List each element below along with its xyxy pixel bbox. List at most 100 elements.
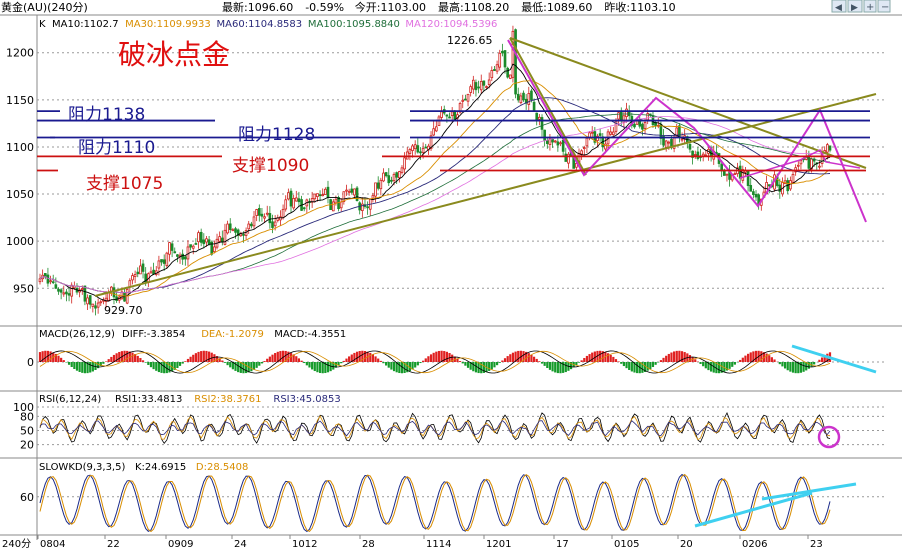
candle-body: [144, 273, 148, 283]
candle-body: [43, 273, 47, 277]
quote-item: 最高:1108.20: [438, 0, 509, 14]
macd-label: MACD(26,12,9): [39, 329, 115, 340]
candle-body: [617, 112, 620, 120]
candle-body: [662, 136, 665, 146]
candle-body: [189, 244, 192, 248]
kd-legend: K:24.6915 D:28.5408: [135, 462, 248, 473]
y-tick-label: 0: [27, 356, 34, 369]
candle-body: [110, 286, 113, 292]
candle-body: [318, 194, 322, 197]
candle-body: [183, 256, 187, 260]
y-tick-label: 80: [20, 410, 34, 423]
x-tick-label: 1201: [486, 539, 511, 550]
candle-body: [567, 153, 570, 164]
candle-body: [218, 236, 221, 242]
grid-lines: [37, 52, 885, 289]
candle-body: [355, 187, 359, 201]
candle-body: [321, 194, 325, 197]
candle-body: [263, 216, 266, 219]
candle-body: [538, 116, 541, 120]
candle-body: [302, 207, 306, 210]
quote-header: 黄金(AU)(240分) 最新:1096.60 -0.59% 今开:1103.00 最…: [1, 0, 676, 14]
candle-body: [65, 291, 68, 295]
candle-body: [413, 144, 417, 150]
candle-body: [168, 242, 171, 255]
y-tick-label: 1000: [6, 235, 34, 248]
candle-body: [733, 173, 737, 175]
prev-icon: ◀: [835, 3, 842, 13]
quote-item: 最低:1089.60: [521, 1, 592, 14]
candle-body: [271, 221, 274, 228]
candle-body: [170, 243, 174, 251]
candle-body: [516, 93, 520, 101]
x-tick-label: 17: [556, 539, 569, 550]
legend-entry: MA30:1109.9933: [125, 19, 211, 30]
candle-body: [252, 216, 256, 227]
candle-body: [80, 288, 84, 291]
candle-body: [545, 140, 549, 144]
prev-button[interactable]: [831, 0, 847, 13]
candle-body: [131, 275, 134, 281]
candle-body: [379, 179, 383, 190]
candle-body: [297, 198, 301, 203]
candle-body: [213, 246, 216, 253]
candle-body: [46, 274, 50, 284]
candle-body: [234, 228, 237, 233]
y-tick-label: 950: [13, 282, 34, 295]
y-tick-label: 1200: [6, 47, 34, 60]
candle-body: [294, 197, 298, 202]
support-level-label: 支撑1090: [232, 156, 309, 176]
kd-label: SLOWKD(9,3,3,5): [39, 462, 125, 473]
candle-body: [257, 208, 261, 216]
plus-icon: +: [866, 2, 874, 13]
candle-body: [495, 64, 499, 72]
candle-body: [799, 160, 803, 165]
candle-body: [387, 175, 391, 184]
candle-body: [86, 297, 89, 305]
x-tick-label: 1012: [292, 539, 317, 550]
legend-entry: MA100:1095.8840: [308, 19, 400, 30]
next-button[interactable]: [847, 0, 863, 13]
candle-body: [244, 230, 248, 236]
candle-body: [152, 269, 155, 275]
quote-item: 今开:1103.00: [355, 0, 426, 14]
legend-entry: RSI2:38.3761: [194, 394, 261, 405]
rsi-panel: RSI(6,12,24) RSI1:33.4813 RSI2:38.3761 RSI…: [13, 394, 885, 452]
candle-body: [374, 182, 377, 197]
candle-body: [464, 98, 467, 101]
candle-body: [585, 137, 589, 147]
kd-panel: SLOWKD(9,3,3,5) K:24.6915 D:28.5408 60: [20, 462, 885, 533]
candle-body: [83, 285, 87, 302]
candle-body: [643, 122, 647, 129]
candle-body: [664, 140, 668, 148]
candle-body: [265, 212, 269, 215]
remove-button[interactable]: [877, 0, 891, 13]
candle-body: [339, 201, 343, 209]
wave-line: [739, 148, 861, 179]
candle-body: [641, 123, 644, 130]
rsi-line: [39, 420, 831, 437]
trend-line: [94, 93, 877, 297]
candle-body: [398, 171, 401, 179]
legend-entry: MA120:1094.5396: [405, 19, 497, 30]
candle-body: [191, 245, 195, 249]
legend-entry: DEA:-1.2079: [201, 329, 264, 340]
kd-line: [39, 473, 831, 533]
candle-body: [522, 92, 525, 101]
candle-body: [466, 93, 470, 102]
candle-body: [281, 208, 285, 219]
candle-body: [366, 206, 369, 209]
candle-body: [791, 173, 795, 183]
candle-body: [796, 164, 800, 167]
x-axis-labels: 0804 22 0909 24 1012 28 1114 1201 17 0105 20 0206 23: [37, 535, 823, 550]
add-button[interactable]: [863, 0, 877, 13]
candle-body: [527, 93, 531, 105]
candle-body: [49, 280, 52, 283]
candle-body: [292, 198, 295, 209]
candle-body: [139, 265, 142, 275]
candle-body: [633, 123, 636, 128]
candle-body: [609, 131, 613, 135]
quote-item: -0.59%: [305, 1, 344, 14]
